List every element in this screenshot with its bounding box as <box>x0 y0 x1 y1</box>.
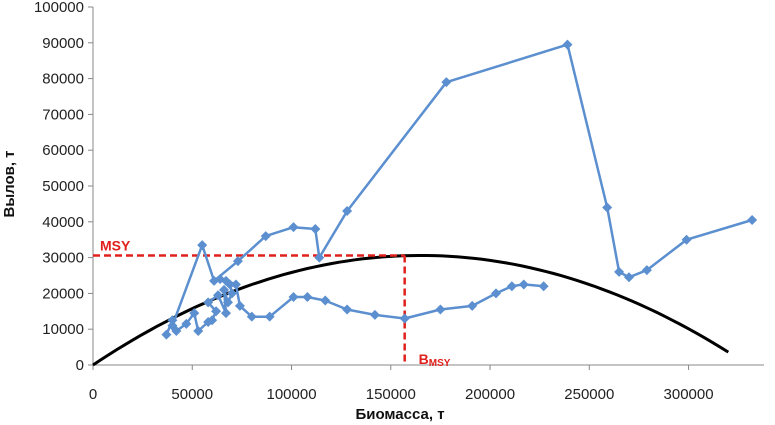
data-point <box>441 77 452 88</box>
data-point <box>602 202 613 213</box>
data-point <box>624 272 635 283</box>
data-point <box>167 320 178 331</box>
series-2 <box>167 39 758 331</box>
data-point <box>213 290 224 301</box>
data-point <box>246 311 257 322</box>
data-point <box>232 256 243 267</box>
y-axis-title: Вылов, т <box>1 150 18 217</box>
data-point <box>435 304 446 315</box>
data-point <box>320 295 331 306</box>
data-point <box>369 309 380 320</box>
msy-label: MSY <box>100 237 131 253</box>
data-point <box>264 311 275 322</box>
data-point <box>203 297 214 308</box>
x-axis-title: Биомасса, т <box>355 406 444 423</box>
data-point <box>490 288 501 299</box>
x-axis-ticks: 0 50000 100000 150000 200000 250000 300000 <box>89 365 714 403</box>
y-tick-label: 30000 <box>42 250 84 267</box>
data-point <box>538 281 549 292</box>
data-point <box>189 308 200 319</box>
data-point <box>681 234 692 245</box>
x-tick-label: 150000 <box>366 386 416 403</box>
data-point <box>288 222 299 233</box>
y-axis-ticks: 0 10000 20000 30000 40000 50000 60000 70000 8000… <box>34 0 93 374</box>
y-tick-label: 100000 <box>34 0 84 16</box>
data-point <box>302 291 313 302</box>
data-point <box>222 297 233 308</box>
x-tick-label: 0 <box>89 386 97 403</box>
y-tick-label: 20000 <box>42 285 84 302</box>
y-tick-label: 70000 <box>42 106 84 123</box>
bmsy-label-subscript: MSY <box>429 358 451 369</box>
data-point <box>288 291 299 302</box>
data-point <box>467 300 478 311</box>
y-tick-label: 60000 <box>42 142 84 159</box>
data-point <box>181 318 192 329</box>
y-tick-label: 90000 <box>42 35 84 52</box>
data-point <box>342 206 353 217</box>
x-tick-label: 200000 <box>465 386 515 403</box>
y-tick-label: 10000 <box>42 321 84 338</box>
data-point <box>193 325 204 336</box>
data-point <box>641 265 652 276</box>
x-tick-label: 100000 <box>266 386 316 403</box>
data-point <box>310 223 321 234</box>
data-point <box>207 315 218 326</box>
bmsy-label: BMSY <box>419 351 451 369</box>
y-tick-label: 50000 <box>42 178 84 195</box>
data-point <box>161 329 172 340</box>
x-tick-label: 300000 <box>664 386 714 403</box>
data-point <box>614 266 625 277</box>
y-tick-label: 80000 <box>42 71 84 88</box>
y-tick-label: 40000 <box>42 214 84 231</box>
data-point <box>226 288 237 299</box>
data-point <box>221 308 232 319</box>
data-point <box>211 306 222 317</box>
data-point <box>260 231 271 242</box>
data-point <box>506 281 517 292</box>
data-point <box>342 304 353 315</box>
data-point <box>219 284 230 295</box>
x-tick-label: 50000 <box>171 386 213 403</box>
data-point <box>230 279 241 290</box>
data-point <box>221 275 232 286</box>
data-series <box>161 39 758 340</box>
data-point <box>518 279 529 290</box>
x-tick-label: 250000 <box>564 386 614 403</box>
msy-guides <box>93 254 406 365</box>
y-tick-label: 0 <box>76 357 84 374</box>
data-point <box>747 215 758 226</box>
data-point <box>209 275 220 286</box>
data-point <box>234 300 245 311</box>
series-1 <box>161 274 549 340</box>
data-point <box>197 240 208 251</box>
data-point <box>399 313 410 324</box>
data-point <box>314 252 325 263</box>
data-point <box>562 39 573 50</box>
model-curve-line <box>92 254 730 367</box>
model-curve <box>92 254 730 367</box>
